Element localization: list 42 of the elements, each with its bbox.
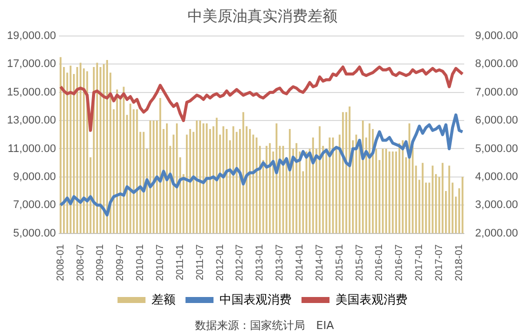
x-tick-label: 2010-07 bbox=[154, 244, 166, 282]
legend-label: 美国表观消费 bbox=[336, 292, 408, 306]
y-tick-label: 5,000.00 bbox=[13, 227, 56, 240]
y-tick-label: 17,000.00 bbox=[7, 58, 56, 70]
y2-tick-label: 2,000.00 bbox=[475, 227, 518, 240]
y-tick-label: 13,000.00 bbox=[7, 114, 56, 127]
x-tick-label: 2015-07 bbox=[354, 244, 366, 282]
x-tick-label: 2009-01 bbox=[95, 244, 106, 282]
source-note: 数据来源：国家统计局 EIA bbox=[194, 318, 335, 333]
y-tick-label: 15,000.00 bbox=[7, 86, 56, 98]
y-tick-label: 7,000.00 bbox=[13, 199, 56, 212]
legend-label: 差额 bbox=[152, 292, 176, 306]
x-tick-label: 2017-07 bbox=[434, 244, 446, 282]
y2-tick-label: 7,000.00 bbox=[475, 86, 518, 98]
y-tick-label: 19,000.00 bbox=[7, 30, 56, 42]
y2-tick-label: 4,000.00 bbox=[475, 170, 518, 183]
x-tick-label: 2008-07 bbox=[75, 244, 86, 282]
x-tick-label: 2009-07 bbox=[115, 244, 126, 282]
x-tick-label: 2016-01 bbox=[374, 244, 386, 282]
y2-tick-label: 9,000.00 bbox=[475, 30, 518, 42]
y2-tick-label: 6,000.00 bbox=[475, 114, 518, 127]
x-tick-label: 2012-07 bbox=[234, 244, 246, 282]
chart-title: 中美原油真实消费差额 bbox=[188, 8, 338, 26]
x-tick-label: 2015-01 bbox=[334, 244, 346, 282]
x-tick-label: 2012-01 bbox=[214, 244, 226, 282]
x-tick-label: 2016-07 bbox=[394, 244, 406, 282]
y-tick-label: 11,000.00 bbox=[8, 142, 56, 155]
x-tick-label: 2010-01 bbox=[135, 244, 146, 282]
x-tick-label: 2014-01 bbox=[294, 244, 306, 282]
legend-label: 中国表观消费 bbox=[220, 292, 292, 306]
x-tick-label: 2008-01 bbox=[55, 244, 66, 282]
y-tick-label: 9,000.00 bbox=[13, 170, 56, 183]
x-tick-label: 2013-01 bbox=[254, 244, 266, 282]
x-tick-label: 2013-07 bbox=[274, 244, 286, 282]
x-tick-label: 2011-01 bbox=[174, 244, 186, 280]
y2-tick-label: 8,000.00 bbox=[475, 58, 518, 70]
x-tick-label: 2017-01 bbox=[414, 244, 426, 282]
x-tick-label: 2014-07 bbox=[314, 244, 326, 282]
y2-tick-label: 5,000.00 bbox=[475, 142, 518, 155]
y2-tick-label: 3,000.00 bbox=[475, 199, 518, 212]
x-tick-label: 2011-07 bbox=[194, 244, 206, 280]
x-tick-label: 2018-01 bbox=[454, 244, 465, 282]
